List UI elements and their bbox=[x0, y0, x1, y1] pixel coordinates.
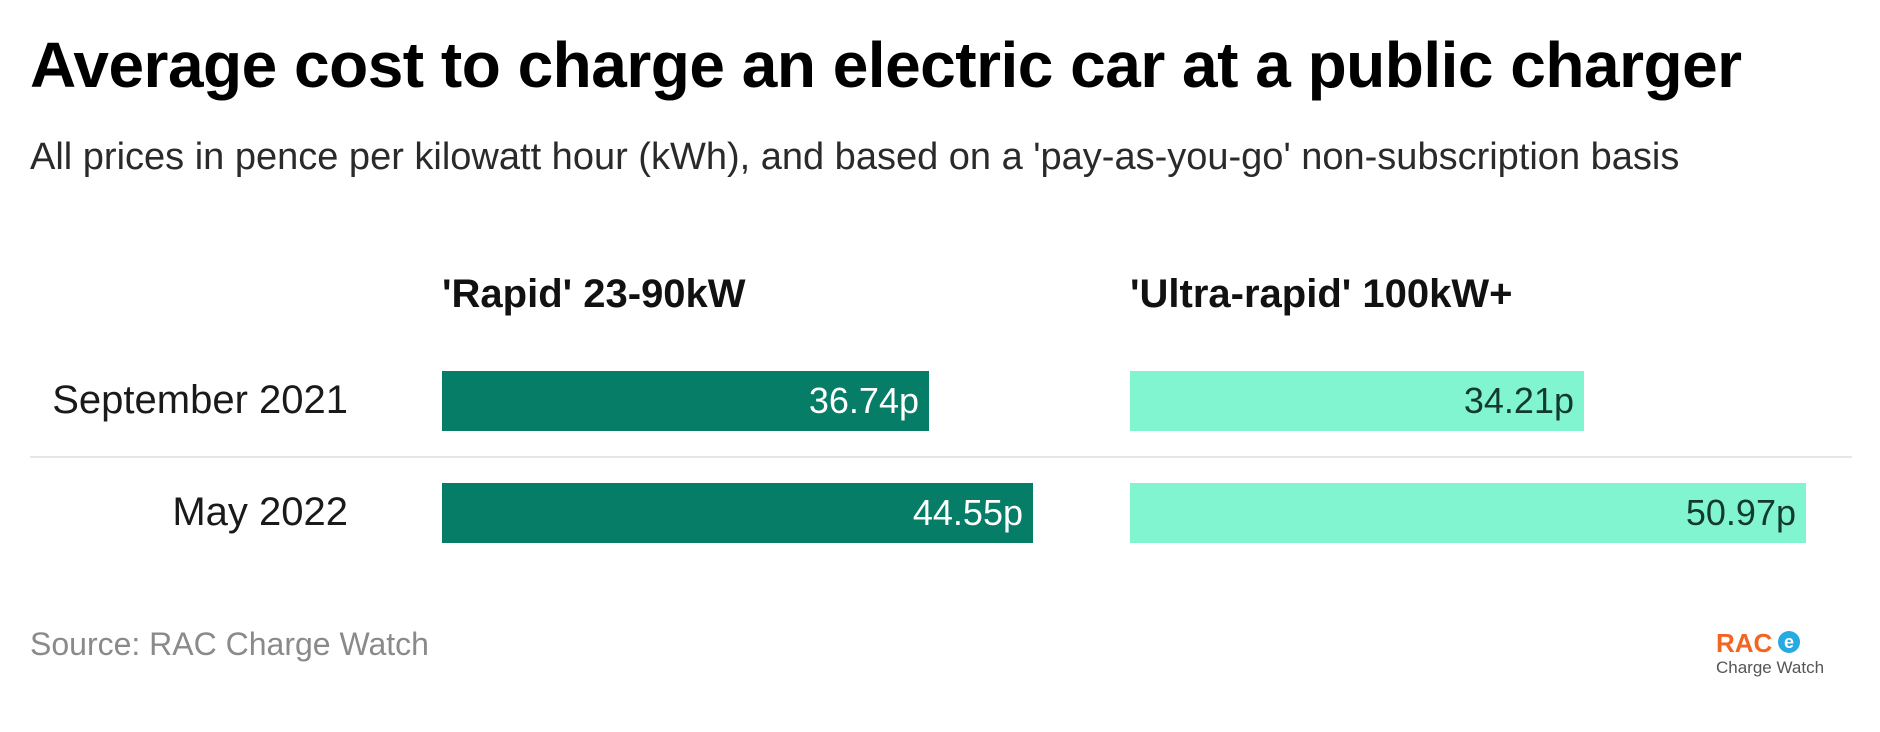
bar-ultra-rapid-may-2022 bbox=[1130, 483, 1806, 543]
bar-label-rapid-may-2022: 44.55p bbox=[912, 492, 1023, 533]
row-divider bbox=[30, 456, 1852, 458]
bar-label-ultra-rapid-september-2021: 34.21p bbox=[1463, 380, 1574, 421]
bar-rapid-september-2021 bbox=[442, 371, 929, 431]
row-label-may-2022: May 2022 bbox=[172, 490, 348, 534]
chart-title: Average cost to charge an electric car a… bbox=[30, 29, 1742, 101]
bar-label-rapid-september-2021: 36.74p bbox=[808, 380, 919, 421]
chart-subtitle: All prices in pence per kilowatt hour (k… bbox=[30, 136, 1680, 178]
bar-rapid-may-2022 bbox=[442, 483, 1033, 543]
logo-e-badge-icon: e bbox=[1778, 631, 1800, 653]
bar-label-ultra-rapid-may-2022: 50.97p bbox=[1685, 492, 1796, 533]
logo-subtitle: Charge Watch bbox=[1716, 658, 1825, 677]
series-header-ultra-rapid: 'Ultra-rapid' 100kW+ bbox=[1130, 272, 1513, 316]
bar-ultra-rapid-september-2021 bbox=[1130, 371, 1584, 431]
source-note: Source: RAC Charge Watch bbox=[30, 626, 429, 662]
row-label-september-2021: September 2021 bbox=[52, 378, 348, 422]
rac-charge-watch-logo: RAC e Charge Watch bbox=[1712, 628, 1852, 678]
logo-brand: RAC bbox=[1716, 628, 1773, 658]
series-header-rapid: 'Rapid' 23-90kW bbox=[442, 272, 746, 316]
